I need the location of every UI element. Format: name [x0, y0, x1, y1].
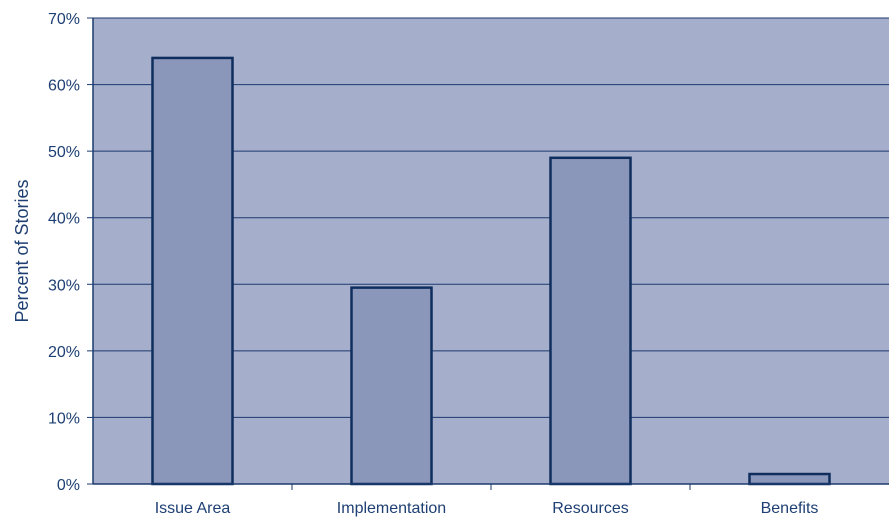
y-axis-title: Percent of Stories: [12, 179, 32, 322]
bar-benefits: [748, 472, 831, 486]
bar-implementation: [350, 286, 433, 486]
y-tick-label: 10%: [48, 410, 80, 427]
x-tick-label: Issue Area: [155, 500, 231, 517]
bar-issue-area: [151, 56, 234, 486]
x-tick-label: Resources: [552, 500, 628, 517]
y-tick-label: 30%: [48, 277, 80, 294]
x-tick-label: Benefits: [761, 500, 819, 517]
axes: [92, 18, 889, 490]
bars: [151, 56, 831, 486]
x-tick-labels: Issue Area Implementation Resources Benefit…: [155, 500, 819, 517]
y-tick-label: 0%: [57, 477, 80, 494]
y-tick-label: 20%: [48, 344, 80, 361]
y-tick-label: 40%: [48, 211, 80, 228]
y-tick-labels: 0% 10% 20% 30% 40% 50% 60% 70%: [48, 11, 80, 494]
bar-resources: [549, 156, 632, 486]
y-tick-label: 50%: [48, 144, 80, 161]
y-tick-label: 70%: [48, 11, 80, 28]
y-tick-label: 60%: [48, 78, 80, 95]
x-tick-label: Implementation: [337, 500, 446, 517]
